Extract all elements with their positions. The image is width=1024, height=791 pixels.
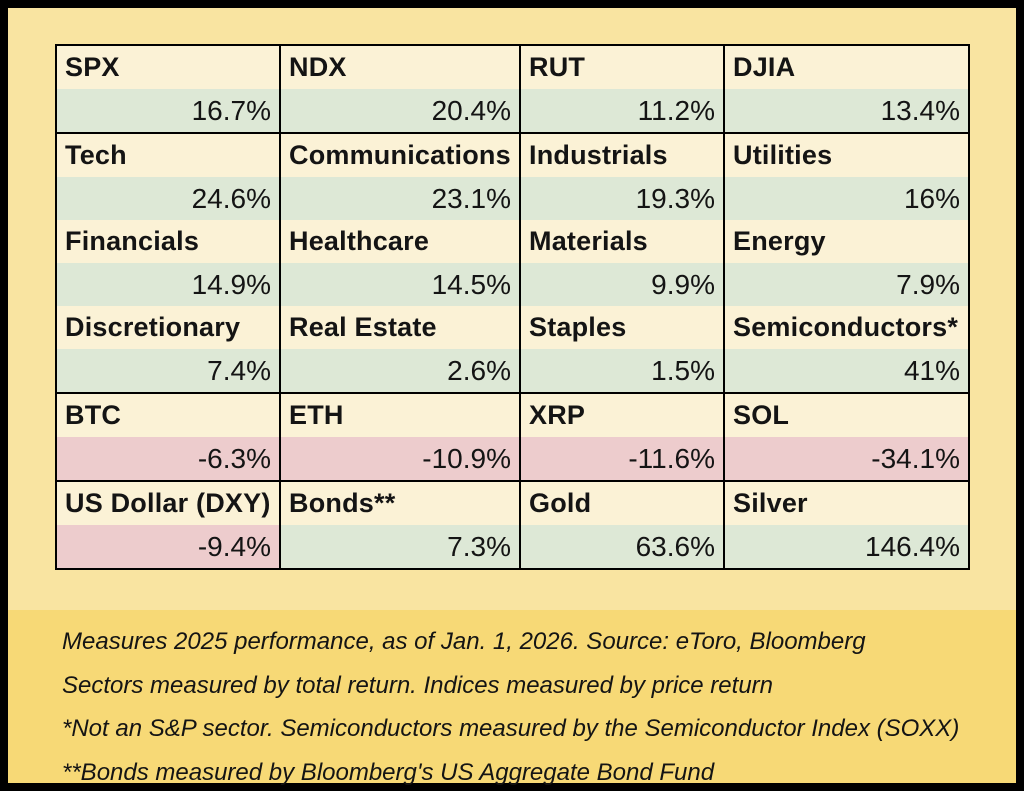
asset-value: 14.9% — [57, 263, 279, 306]
footnote-line: **Bonds measured by Bloomberg's US Aggre… — [62, 758, 715, 786]
footnote-line: *Not an S&P sector. Semiconductors measu… — [62, 715, 960, 742]
asset-label: Discretionary — [57, 306, 279, 349]
asset-value: 2.6% — [281, 349, 519, 392]
table-cell: Materials 9.9% — [521, 220, 725, 306]
table-cell: US Dollar (DXY) -9.4% — [57, 482, 281, 568]
asset-label: Tech — [57, 134, 279, 177]
asset-value: 24.6% — [57, 177, 279, 220]
table-cell: Healthcare 14.5% — [281, 220, 521, 306]
asset-label: RUT — [521, 46, 723, 89]
asset-label: XRP — [521, 394, 723, 437]
asset-value: 14.5% — [281, 263, 519, 306]
asset-label: Real Estate — [281, 306, 519, 349]
asset-label: Materials — [521, 220, 723, 263]
table-group-indices: SPX 16.7% NDX 20.4% RUT 11.2% DJIA 13.4% — [57, 46, 968, 134]
asset-label: SOL — [725, 394, 968, 437]
table-cell: ETH -10.9% — [281, 394, 521, 480]
page-background: SPX 16.7% NDX 20.4% RUT 11.2% DJIA 13.4% — [8, 8, 1016, 786]
table-group-crypto: BTC -6.3% ETH -10.9% XRP -11.6% SOL -34.… — [57, 394, 968, 482]
table-cell: Semiconductors* 41% — [725, 306, 968, 392]
asset-label: DJIA — [725, 46, 968, 89]
asset-label: Staples — [521, 306, 723, 349]
asset-value: 16% — [725, 177, 968, 220]
asset-value: 7.4% — [57, 349, 279, 392]
asset-value: 13.4% — [725, 89, 968, 132]
performance-table: SPX 16.7% NDX 20.4% RUT 11.2% DJIA 13.4% — [55, 44, 970, 570]
asset-value: 7.3% — [281, 525, 519, 568]
asset-label: Communications — [281, 134, 519, 177]
asset-label: Gold — [521, 482, 723, 525]
asset-label: Utilities — [725, 134, 968, 177]
table-cell: Discretionary 7.4% — [57, 306, 281, 392]
asset-label: Semiconductors* — [725, 306, 968, 349]
asset-label: ETH — [281, 394, 519, 437]
table-cell: SOL -34.1% — [725, 394, 968, 480]
asset-value: -34.1% — [725, 437, 968, 480]
table-cell: XRP -11.6% — [521, 394, 725, 480]
asset-value: 1.5% — [521, 349, 723, 392]
asset-value: 19.3% — [521, 177, 723, 220]
table-cell: Real Estate 2.6% — [281, 306, 521, 392]
table-group-sectors-3: Discretionary 7.4% Real Estate 2.6% Stap… — [57, 306, 968, 394]
asset-value: -9.4% — [57, 525, 279, 568]
asset-label: Bonds** — [281, 482, 519, 525]
table-cell: RUT 11.2% — [521, 46, 725, 132]
asset-value: -10.9% — [281, 437, 519, 480]
table-group-other-assets: US Dollar (DXY) -9.4% Bonds** 7.3% Gold … — [57, 482, 968, 568]
footnote-line: Sectors measured by total return. Indice… — [62, 671, 773, 699]
table-cell: Staples 1.5% — [521, 306, 725, 392]
asset-label: SPX — [57, 46, 279, 89]
table-cell: Financials 14.9% — [57, 220, 281, 306]
asset-value: 41% — [725, 349, 968, 392]
asset-value: 146.4% — [725, 525, 968, 568]
asset-value: 16.7% — [57, 89, 279, 132]
table-cell: NDX 20.4% — [281, 46, 521, 132]
asset-value: -11.6% — [521, 437, 723, 480]
asset-value: 20.4% — [281, 89, 519, 132]
footer-band — [8, 610, 1016, 783]
asset-value: 23.1% — [281, 177, 519, 220]
table-cell: Gold 63.6% — [521, 482, 725, 568]
table-cell: DJIA 13.4% — [725, 46, 968, 132]
asset-label: BTC — [57, 394, 279, 437]
table-cell: BTC -6.3% — [57, 394, 281, 480]
table-cell: SPX 16.7% — [57, 46, 281, 132]
asset-value: 63.6% — [521, 525, 723, 568]
footnote-line: Measures 2025 performance, as of Jan. 1,… — [62, 628, 866, 655]
table-group-sectors-2: Financials 14.9% Healthcare 14.5% Materi… — [57, 220, 968, 306]
table-cell: Utilities 16% — [725, 134, 968, 220]
asset-label: US Dollar (DXY) — [57, 482, 279, 525]
asset-label: Energy — [725, 220, 968, 263]
asset-value: 9.9% — [521, 263, 723, 306]
asset-label: Healthcare — [281, 220, 519, 263]
footer-notes: Measures 2025 performance, as of Jan. 1,… — [62, 620, 1002, 791]
asset-value: 7.9% — [725, 263, 968, 306]
asset-label: NDX — [281, 46, 519, 89]
asset-value: 11.2% — [521, 89, 723, 132]
table-cell: Bonds** 7.3% — [281, 482, 521, 568]
table-group-sectors-1: Tech 24.6% Communications 23.1% Industri… — [57, 134, 968, 220]
table-cell: Tech 24.6% — [57, 134, 281, 220]
asset-label: Financials — [57, 220, 279, 263]
asset-value: -6.3% — [57, 437, 279, 480]
table-cell: Industrials 19.3% — [521, 134, 725, 220]
table-cell: Energy 7.9% — [725, 220, 968, 306]
table-cell: Communications 23.1% — [281, 134, 521, 220]
asset-label: Silver — [725, 482, 968, 525]
table-cell: Silver 146.4% — [725, 482, 968, 568]
asset-label: Industrials — [521, 134, 723, 177]
